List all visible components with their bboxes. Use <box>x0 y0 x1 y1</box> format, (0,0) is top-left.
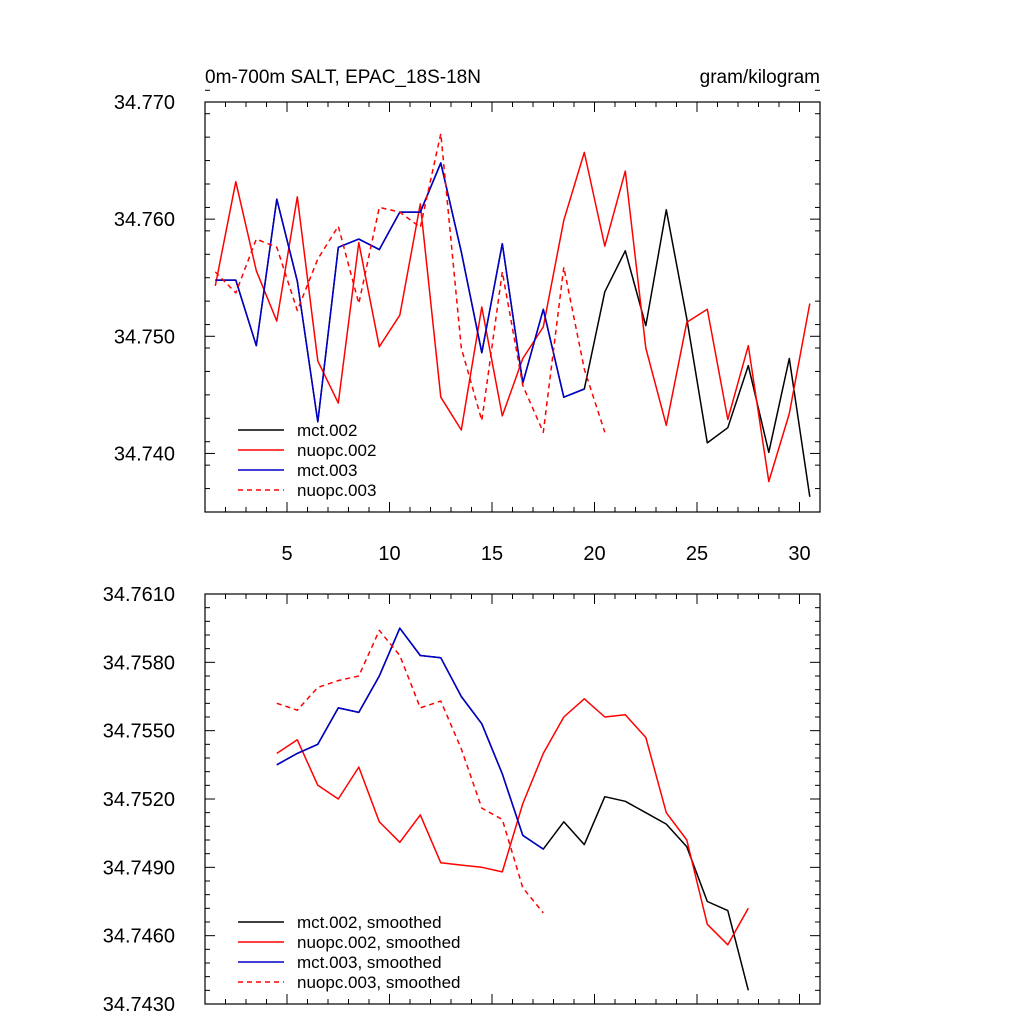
y-tick-label: 34.7490 <box>103 857 175 879</box>
legend-label: mct.003 <box>297 461 357 480</box>
x-tick-label: 25 <box>686 543 708 565</box>
legend-label: mct.003, smoothed <box>297 953 442 972</box>
legend-label: nuopc.003 <box>297 481 376 500</box>
series-line <box>276 629 544 914</box>
legend-label: nuopc.002, smoothed <box>297 933 461 952</box>
y-tick-label: 34.770 <box>114 92 175 114</box>
series-line <box>214 132 606 434</box>
chart-title: 0m-700m SALT, EPAC_18S-18N <box>205 67 481 88</box>
y-tick-label: 34.7430 <box>103 994 175 1016</box>
x-tick-label: 30 <box>788 543 810 565</box>
y-tick-label: 34.740 <box>114 443 175 465</box>
y-tick-label: 34.760 <box>114 209 175 231</box>
legend-label: mct.002, smoothed <box>297 913 442 932</box>
series-line <box>276 627 544 850</box>
y-tick-label: 34.750 <box>114 326 175 348</box>
y-tick-label: 34.7610 <box>103 584 175 606</box>
units-label: gram/kilogram <box>700 67 820 88</box>
y-tick-label: 34.7580 <box>103 652 175 674</box>
y-tick-label: 34.7460 <box>103 926 175 948</box>
top-panel: 5 10 15 20 25 30 34.740 34.750 34.760 34.770 0m-70… <box>114 67 821 565</box>
x-tick-label: 15 <box>481 543 503 565</box>
series-line <box>214 151 811 483</box>
y-tick-label: 34.7520 <box>103 789 175 811</box>
legend-label: nuopc.002 <box>297 441 376 460</box>
y-tick-label: 34.7550 <box>103 721 175 743</box>
legend-label: nuopc.003, smoothed <box>297 973 461 992</box>
legend-label: mct.002 <box>297 421 357 440</box>
series-line <box>215 162 585 423</box>
series-line <box>276 698 749 946</box>
x-tick-label: 20 <box>583 543 605 565</box>
x-tick-label: 10 <box>378 543 400 565</box>
bottom-panel: 34.7430 34.7460 34.7490 34.7520 34.7550 34.75… <box>103 584 821 1016</box>
x-tick-label: 5 <box>281 543 292 565</box>
